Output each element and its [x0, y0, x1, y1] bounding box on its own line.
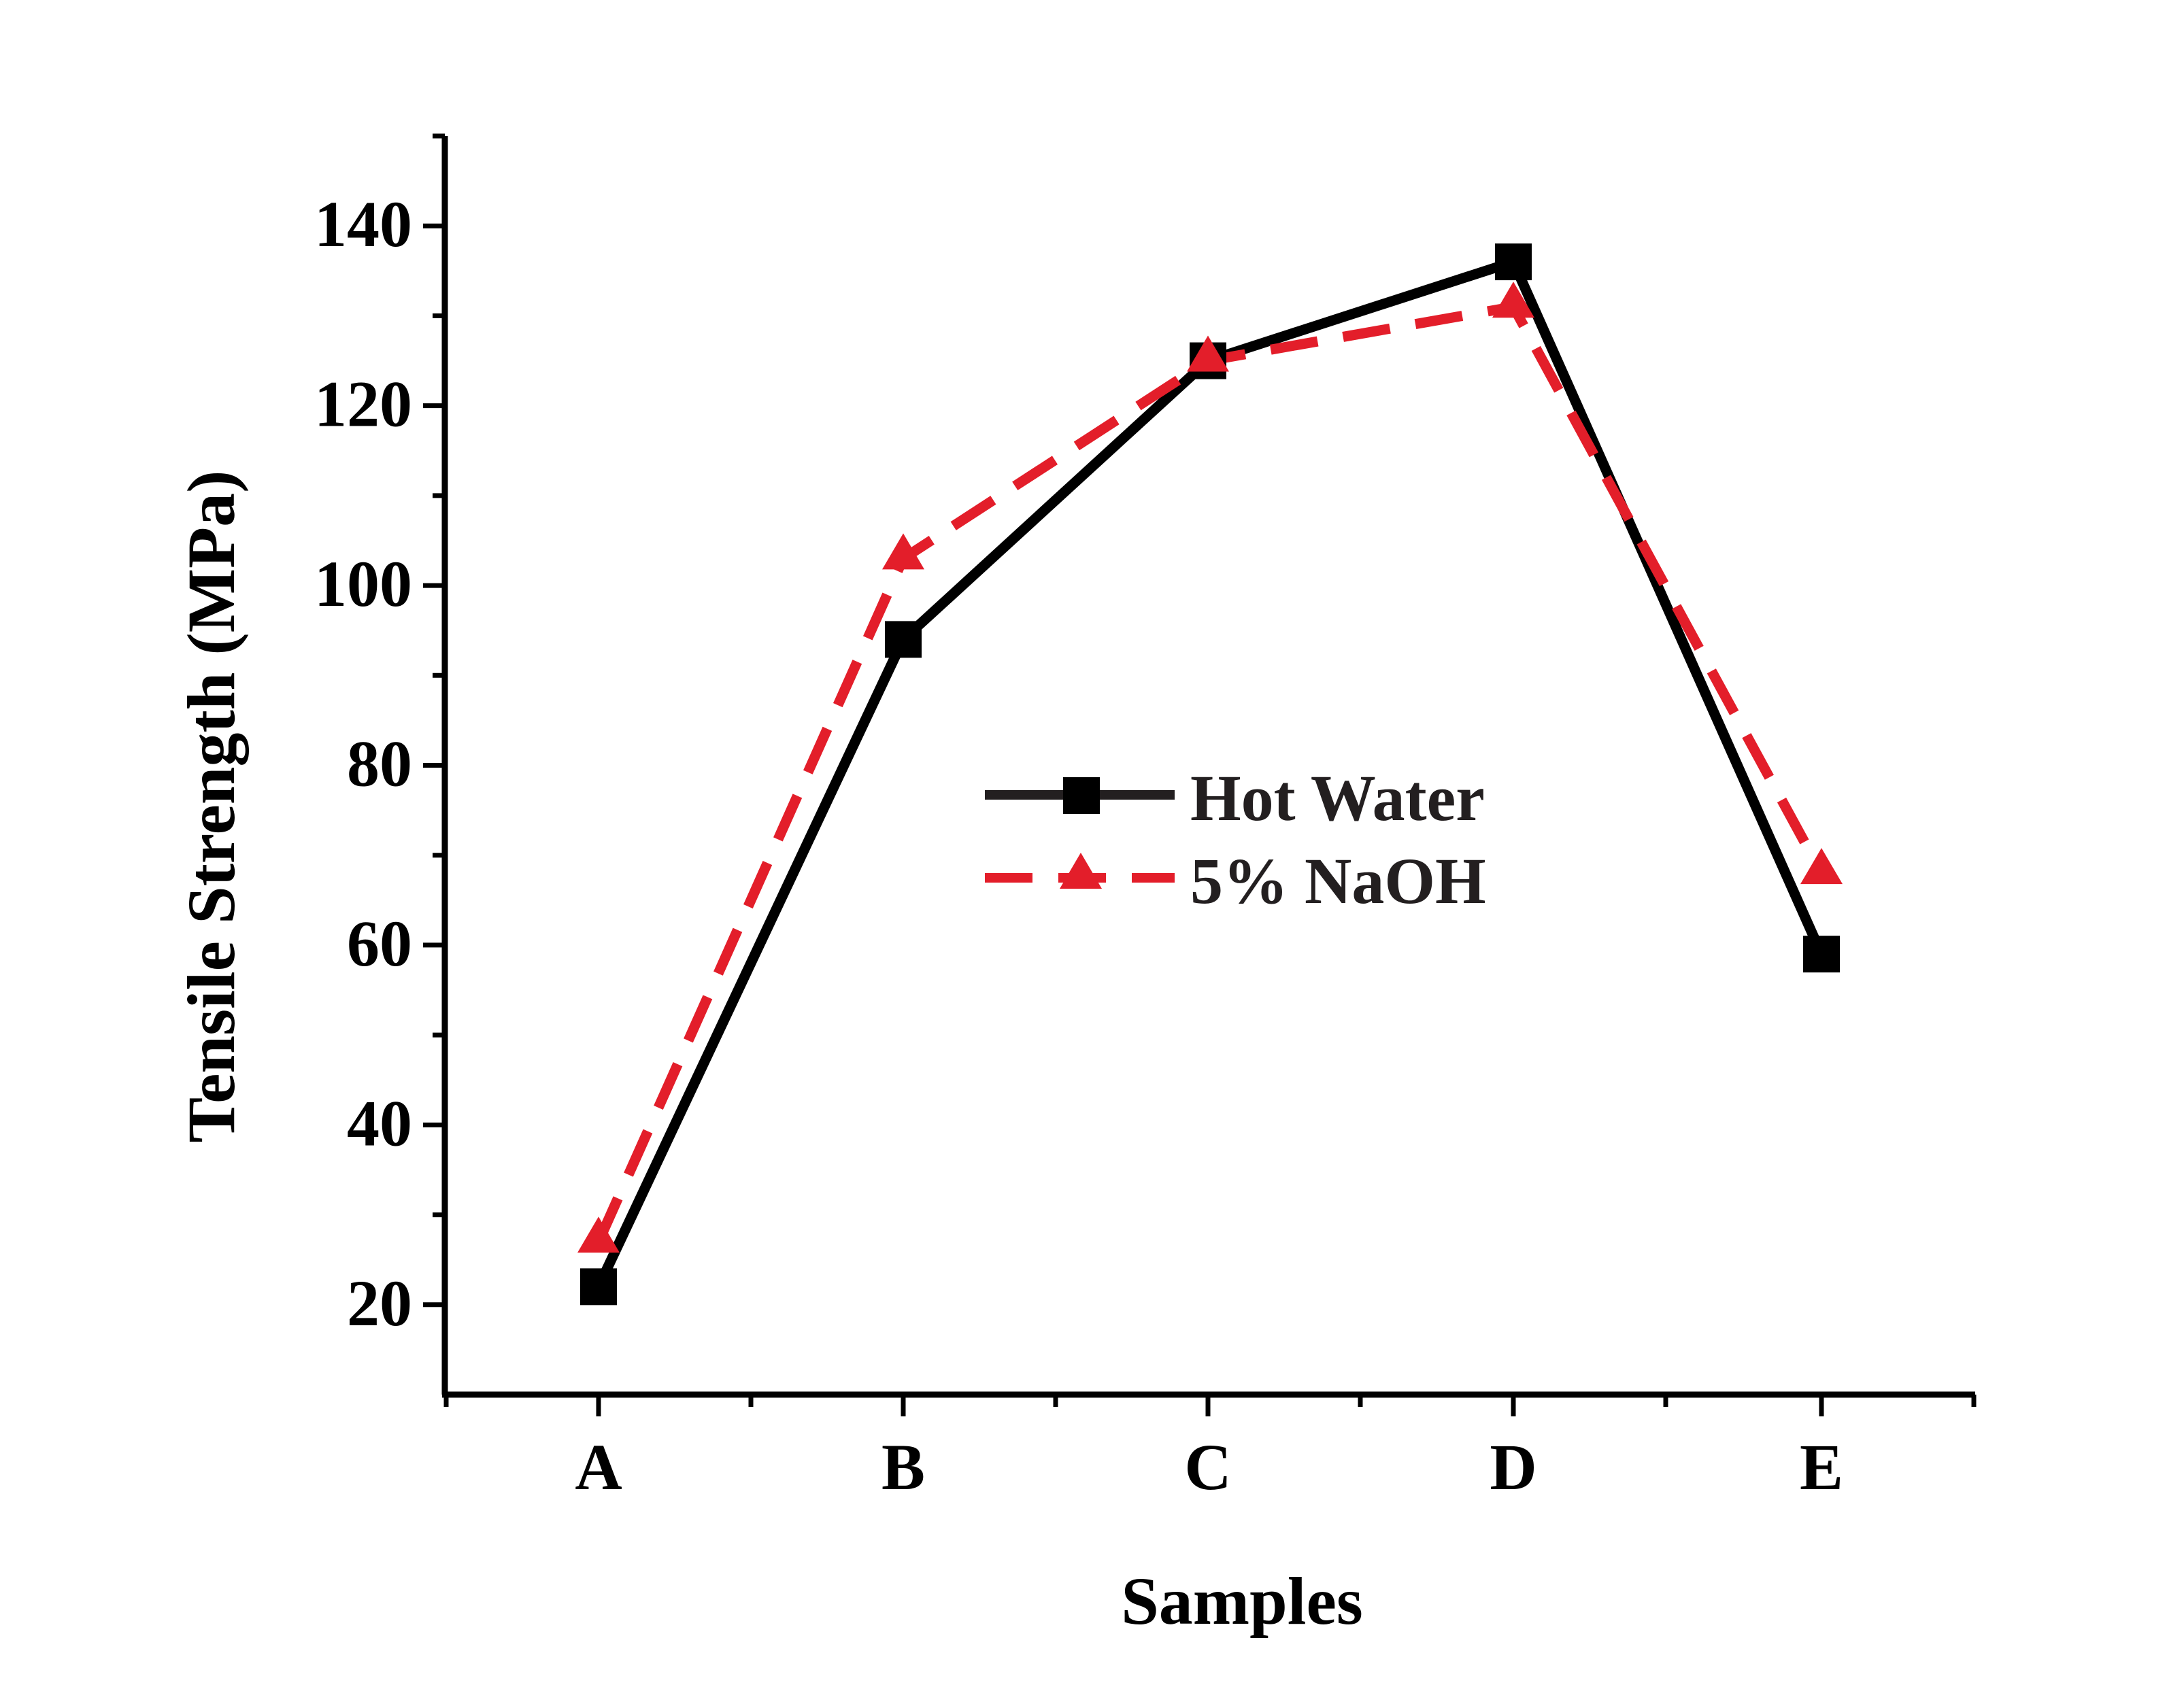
- legend-label-naoh: 5% NaOH: [1190, 845, 1486, 917]
- data-point-square: [580, 1268, 617, 1306]
- legend-square-marker: [1063, 777, 1100, 814]
- x-tick-label: E: [1800, 1431, 1843, 1503]
- y-tick-label: 80: [347, 728, 412, 800]
- x-tick-label: D: [1490, 1431, 1536, 1503]
- x-tick-label: C: [1184, 1431, 1231, 1503]
- x-tick-label: B: [881, 1431, 925, 1503]
- data-point-triangle: [1187, 335, 1229, 372]
- data-point-triangle: [577, 1216, 620, 1253]
- data-point-triangle: [1800, 848, 1843, 885]
- data-point-triangle: [1492, 282, 1534, 318]
- x-axis-title: Samples: [1121, 1563, 1363, 1639]
- y-axis-title: Tensile Strength (MPa): [173, 471, 249, 1143]
- y-tick-label: 20: [347, 1267, 412, 1340]
- legend-item-naoh: 5% NaOH: [985, 845, 1486, 917]
- x-ticks: A B C D E: [443, 1395, 1977, 1503]
- x-tick-label: A: [575, 1431, 622, 1503]
- axes: 20 40 60 80 100 120 140 A B C D E: [314, 133, 1977, 1503]
- data-point-triangle: [882, 533, 924, 570]
- y-tick-label: 120: [314, 368, 412, 441]
- legend-item-hot-water: Hot Water: [985, 762, 1485, 834]
- data-point-square: [1495, 243, 1532, 281]
- data-point-square: [1803, 936, 1840, 973]
- legend-label-hot-water: Hot Water: [1190, 762, 1485, 834]
- y-ticks: 20 40 60 80 100 120 140: [314, 133, 445, 1340]
- series-layer: [577, 243, 1843, 1306]
- y-tick-label: 100: [314, 547, 412, 620]
- y-tick-label: 40: [347, 1087, 412, 1159]
- data-point-square: [885, 621, 922, 658]
- legend-triangle-marker: [1060, 853, 1102, 889]
- legend: Hot Water 5% NaOH: [985, 762, 1486, 917]
- y-tick-label: 60: [347, 907, 412, 980]
- y-tick-label: 140: [314, 188, 412, 260]
